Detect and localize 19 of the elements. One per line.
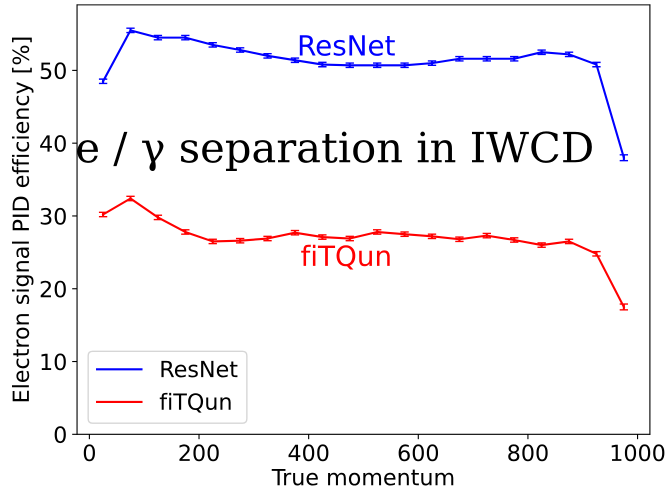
- y-tick-label: 50: [40, 62, 66, 80]
- annotation: fiTQun: [301, 244, 390, 270]
- y-tick-label: 30: [40, 208, 66, 225]
- x-tick-label: 0: [84, 444, 95, 462]
- y-tick-label: 10: [41, 353, 66, 370]
- legend-label: ResNet: [161, 360, 238, 378]
- y-axis-title: Electron signal PID efficiency [%]: [12, 38, 34, 402]
- y-tick-label: 20: [40, 280, 66, 298]
- x-tick-label: 1000: [612, 444, 664, 462]
- y-tick-label: 0: [54, 426, 66, 444]
- x-axis-title: True momentum: [272, 469, 454, 486]
- legend-label: fiTQun: [160, 392, 231, 413]
- text: e / γ separation in IWCD: [77, 131, 592, 171]
- x-tick-label: 600: [398, 444, 438, 462]
- x-tick-label: 800: [508, 444, 548, 462]
- y-tick-label: 40: [40, 135, 66, 152]
- x-tick-label: 200: [179, 444, 219, 462]
- x-tick-label: 400: [288, 444, 328, 462]
- annotation: ResNet: [300, 35, 395, 56]
